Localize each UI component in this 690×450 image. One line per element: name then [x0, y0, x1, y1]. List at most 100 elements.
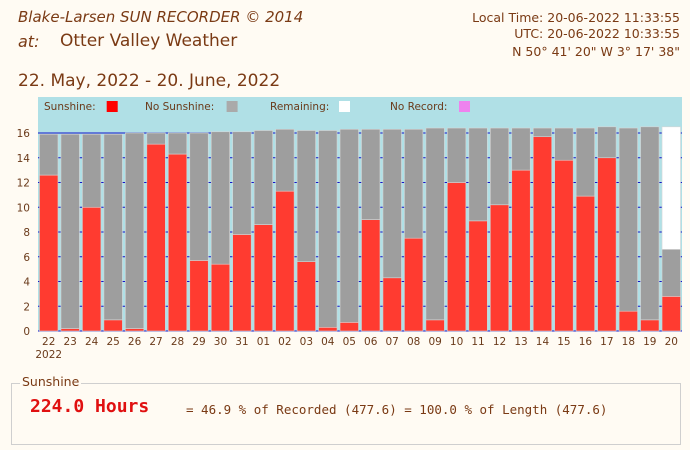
x-tick-label: 29 — [192, 336, 205, 348]
x-tick-label: 31 — [235, 336, 248, 348]
bar-no-sunshine — [404, 128, 424, 239]
x-tick-label: 08 — [407, 336, 420, 348]
x-tick-label: 27 — [149, 336, 162, 348]
coordinates: N 50° 41' 20" W 3° 17' 38" — [512, 44, 680, 59]
bar-sunshine — [39, 174, 59, 332]
x-tick-label: 06 — [364, 336, 378, 348]
bar-sunshine — [146, 143, 166, 332]
bar-no-sunshine — [361, 128, 381, 220]
bar-no-sunshine — [597, 126, 617, 159]
bar-sunshine — [210, 263, 231, 332]
x-tick-label: 23 — [64, 336, 77, 348]
y-tick-label: 0 — [23, 326, 30, 338]
x-tick-label: 10 — [450, 336, 463, 348]
x-tick-label: 01 — [257, 336, 270, 348]
x-tick-label: 17 — [600, 336, 613, 348]
bar-no-sunshine — [661, 249, 681, 297]
summary-legend: Sunshine — [20, 374, 82, 389]
bar-no-sunshine — [339, 128, 359, 323]
bar-no-sunshine — [60, 133, 80, 329]
x-tick-label: 11 — [471, 336, 484, 348]
x-tick-label: 13 — [514, 336, 527, 348]
legend-swatch — [106, 101, 118, 112]
bar-sunshine — [275, 190, 295, 332]
chart-background — [38, 97, 682, 331]
x-tick-label: 02 — [278, 336, 291, 348]
summary-detail: = 46.9 % of Recorded (477.6) = 100.0 % o… — [186, 402, 608, 417]
bar-no-sunshine — [296, 130, 316, 262]
x-tick-label: 09 — [428, 336, 441, 348]
x-tick-label: 18 — [622, 336, 635, 348]
bar-sunshine — [382, 277, 402, 332]
sunshine-chart: Sunshine: No Sunshine: Remaining: No Record… — [17, 97, 682, 361]
bar-sunshine — [404, 237, 424, 332]
y-tick-label: 10 — [17, 202, 30, 214]
bar-no-sunshine — [103, 133, 123, 321]
y-tick-label: 2 — [23, 301, 30, 313]
x-tick-label: 20 — [665, 336, 678, 348]
bar-no-sunshine — [425, 127, 445, 321]
bar-sunshine — [575, 195, 595, 332]
bar-sunshine — [532, 136, 553, 332]
x-tick-label: 16 — [579, 336, 593, 348]
bar-sunshine — [597, 157, 617, 332]
bar-no-sunshine — [447, 127, 467, 183]
bar-no-sunshine — [511, 127, 531, 171]
date-range: 22. May, 2022 - 20. June, 2022 — [18, 71, 281, 91]
bar-sunshine — [511, 169, 531, 332]
y-tick-label: 8 — [23, 227, 30, 239]
bar-no-sunshine — [146, 132, 166, 145]
bar-sunshine — [339, 322, 359, 332]
x-tick-label: 07 — [386, 336, 399, 348]
x-tick-label: 26 — [128, 336, 142, 348]
bar-no-sunshine — [189, 132, 209, 261]
bar-no-sunshine — [318, 130, 338, 328]
bar-sunshine — [618, 310, 638, 332]
bar-sunshine — [447, 182, 467, 332]
x-tick-label: 15 — [557, 336, 570, 348]
y-tick-label: 12 — [17, 178, 30, 190]
x-tick-label: 28 — [171, 336, 184, 348]
y-tick-label: 4 — [23, 277, 30, 289]
bar-sunshine — [60, 328, 80, 332]
bar-no-sunshine — [554, 127, 574, 161]
y-tick-label: 14 — [17, 153, 31, 165]
legend-label: No Sunshine: — [145, 101, 214, 113]
bar-no-sunshine — [468, 127, 488, 222]
bar-sunshine — [103, 319, 123, 332]
legend-swatch — [226, 101, 238, 112]
legend-swatch — [459, 101, 470, 112]
utc-time: UTC: 20-06-2022 10:33:55 — [514, 26, 680, 41]
bar-no-sunshine — [575, 127, 595, 197]
bar-sunshine — [232, 234, 252, 332]
bar-no-sunshine — [168, 132, 188, 155]
summary-panel — [11, 383, 681, 445]
bar-no-sunshine — [618, 127, 638, 312]
bar-remaining — [661, 126, 681, 250]
bar-no-sunshine — [125, 132, 145, 329]
bar-no-sunshine — [82, 133, 102, 208]
x-tick-label: 30 — [214, 336, 227, 348]
bar-no-sunshine — [232, 131, 252, 235]
station-name: Otter Valley Weather — [60, 31, 238, 51]
bar-sunshine — [82, 206, 102, 332]
x-tick-label: 03 — [300, 336, 313, 348]
bar-sunshine — [425, 319, 445, 332]
bar-no-sunshine — [382, 128, 402, 279]
total-hours: 224.0 Hours — [30, 396, 150, 417]
x-tick-label: 05 — [343, 336, 356, 348]
x-tick-label: 12 — [493, 336, 506, 348]
x-year-label: 2022 — [35, 349, 62, 361]
at-label: at: — [18, 32, 40, 51]
bar-no-sunshine — [39, 133, 59, 176]
bar-no-sunshine — [253, 130, 273, 225]
x-tick-label: 22 — [42, 336, 55, 348]
bar-sunshine — [640, 319, 660, 332]
bar-sunshine — [468, 220, 488, 332]
bar-sunshine — [189, 260, 209, 332]
local-time: Local Time: 20-06-2022 11:33:55 — [472, 10, 680, 25]
bar-no-sunshine — [275, 128, 295, 192]
bar-sunshine — [318, 326, 338, 332]
y-tick-label: 16 — [17, 128, 31, 140]
bar-sunshine — [554, 159, 574, 332]
